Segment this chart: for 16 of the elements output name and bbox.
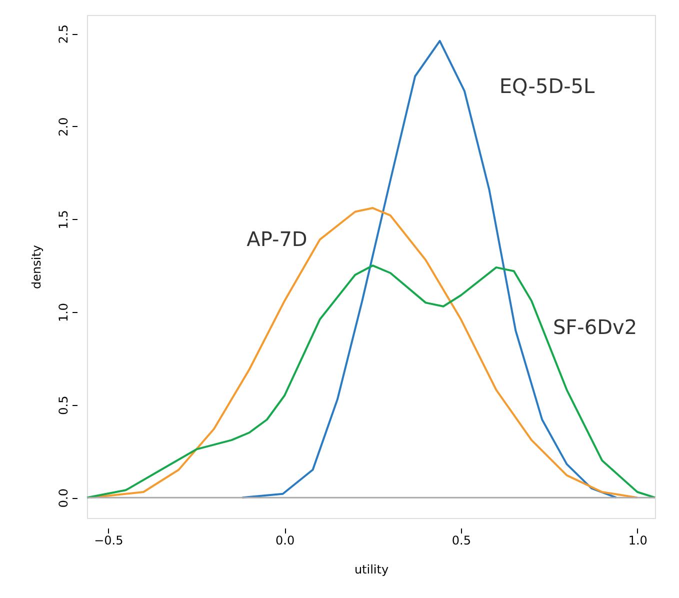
series-label: SF-6Dv2 <box>552 315 638 339</box>
y-tick-label: 1.5 <box>56 210 70 230</box>
y-axis-title: density <box>30 245 44 289</box>
series-label: EQ-5D-5L <box>499 74 596 98</box>
y-tick-label: 1.0 <box>56 302 70 322</box>
line-series <box>86 264 656 499</box>
x-tick-label: 1.0 <box>628 534 648 548</box>
series-label: AP-7D <box>246 227 308 251</box>
y-tick-label: 0.5 <box>56 396 70 415</box>
y-tick-label: 2.0 <box>56 117 70 136</box>
x-tick-label: 0.0 <box>276 534 295 548</box>
x-axis-title: utility <box>354 562 389 576</box>
y-tick-label: 0.0 <box>56 488 70 508</box>
y-tick-label: 2.5 <box>56 24 70 44</box>
x-tick-label: 0.5 <box>452 534 472 548</box>
x-tick-label: −0.5 <box>94 534 124 548</box>
